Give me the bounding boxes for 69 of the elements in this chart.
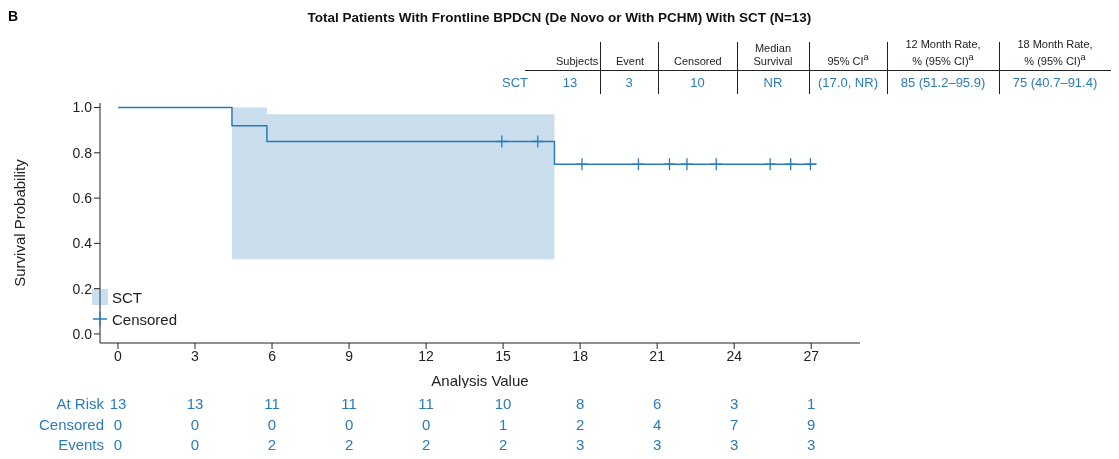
text: 3 [652, 436, 663, 454]
text: 13 [185, 395, 205, 413]
text: B [8, 8, 19, 24]
text: 0 [189, 436, 201, 454]
y-tick-label: 0.2 [72, 280, 93, 297]
text: 75 (40.7–91.4) [1011, 75, 1099, 90]
x-tick-label: 27 [803, 347, 820, 364]
text: 12 Month Rate, % (95% CI)$^{a}$ [904, 38, 982, 68]
text: 1 [806, 395, 817, 413]
text: 11 [417, 395, 435, 413]
text: 3 [729, 395, 740, 413]
text: (17.0, NR) [817, 75, 879, 90]
text: 0 [189, 416, 201, 434]
text: 9 [806, 416, 817, 434]
text: 11 [340, 395, 358, 413]
text: 0 [420, 416, 432, 434]
text: Event [616, 55, 645, 68]
text: 10 [689, 75, 706, 90]
text: 2 [266, 436, 278, 454]
text: 13 [561, 75, 579, 90]
x-tick-label: 24 [726, 347, 743, 364]
text: 8 [574, 395, 586, 413]
text: 3 [624, 75, 634, 90]
x-tick-label: 6 [268, 347, 277, 364]
y-tick-label: 0.6 [72, 190, 93, 207]
x-tick-label: 0 [114, 347, 123, 364]
text: 3 [729, 436, 740, 454]
text: 0 [113, 416, 123, 433]
text: 95% CI$^{a}$ [826, 51, 870, 68]
x-tick-label: 21 [649, 347, 666, 364]
text: 10 [493, 395, 513, 413]
text: Median Survival [753, 42, 793, 68]
text: Events [57, 436, 104, 454]
y-tick-label: 0.8 [72, 144, 93, 161]
y-tick-label: 0.4 [72, 235, 93, 252]
text: 2 [574, 416, 586, 434]
text: Subjects [556, 55, 599, 68]
x-tick-label: 12 [418, 347, 435, 364]
text: 13 [109, 395, 127, 412]
x-tick-label: 15 [495, 347, 512, 364]
text: 1 [497, 416, 509, 434]
text: 2 [343, 436, 355, 454]
legend-label: SCT [112, 288, 142, 306]
text: 11 [263, 395, 281, 413]
chart-title: Total Patients With Frontline BPDCN (De Novo or With PCHM) With SCT (N=13) [307, 10, 812, 25]
text: Censored [674, 55, 722, 68]
y-tick-label: 0.0 [72, 325, 93, 342]
text: Censored [37, 416, 104, 434]
text: 85 (51.2–95.9) [899, 75, 987, 90]
text: 4 [652, 416, 663, 434]
text: 2 [420, 436, 432, 454]
text: 2 [497, 436, 509, 454]
text: 0 [113, 436, 123, 453]
text: 3 [574, 436, 586, 454]
x-tick-label: 18 [572, 347, 589, 364]
text: 7 [729, 416, 740, 434]
text: 0 [343, 416, 355, 434]
y-axis-title: Survival Probability [11, 158, 29, 287]
y-tick-label: 1.0 [72, 99, 93, 116]
text: 18 Month Rate, % (95% CI)$^{a}$ [1016, 38, 1094, 68]
x-tick-label: 9 [345, 347, 354, 364]
text: 0 [266, 416, 278, 434]
text: NR [762, 75, 784, 90]
text: SCT [501, 75, 528, 90]
text: 3 [806, 436, 817, 454]
text: 6 [652, 395, 663, 413]
x-tick-label: 3 [191, 347, 200, 364]
text: At Risk [55, 395, 104, 413]
legend-label: Censored [112, 310, 178, 328]
